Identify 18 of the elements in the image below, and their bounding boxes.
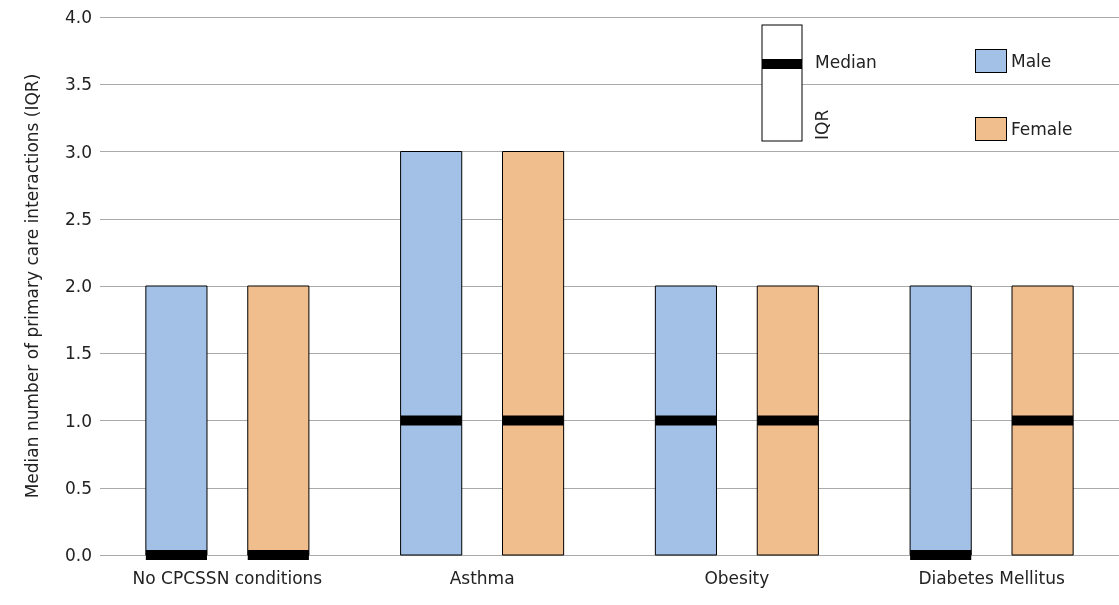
x-tick-label: Asthma bbox=[449, 567, 515, 588]
x-tick-label: Diabetes Mellitus bbox=[918, 567, 1065, 588]
annotation: IQR bbox=[812, 109, 832, 140]
y-tick-label: 0.0 bbox=[64, 545, 92, 565]
y-tick-label: 3.0 bbox=[64, 141, 92, 162]
y-tick-label: 3.5 bbox=[64, 74, 92, 95]
y-tick-label: 1.0 bbox=[64, 410, 92, 431]
y-axis-title: Median number of primary care interactions (IQR) bbox=[21, 73, 42, 499]
y-tick-label: 4.0 bbox=[64, 7, 92, 27]
legend-label: Male bbox=[1011, 51, 1052, 71]
annotation: Median bbox=[815, 52, 877, 72]
y-tick-label: 2.5 bbox=[64, 208, 92, 229]
y-tick-label: 0.5 bbox=[64, 477, 92, 498]
x-tick-label: No CPCSSN conditions bbox=[132, 567, 323, 588]
x-tick-label: Obesity bbox=[704, 567, 770, 588]
y-tick-label: 2.0 bbox=[64, 276, 92, 296]
y-tick-label: 1.5 bbox=[64, 343, 92, 364]
legend-label: Female bbox=[1011, 119, 1073, 139]
